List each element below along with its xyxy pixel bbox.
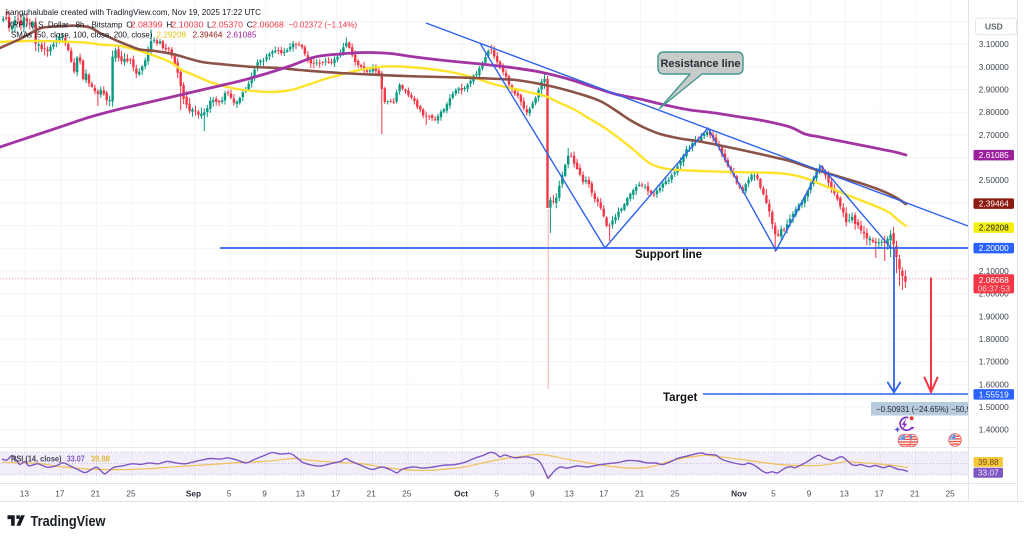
svg-text:2.08399: 2.08399: [131, 20, 163, 30]
svg-text:39.88: 39.88: [91, 453, 110, 463]
svg-text:13: 13: [20, 489, 30, 499]
svg-text:17: 17: [599, 489, 609, 499]
svg-text:17: 17: [55, 489, 65, 499]
svg-text:9: 9: [262, 489, 267, 499]
svg-text:2.10030: 2.10030: [171, 20, 203, 30]
svg-text:1.90000: 1.90000: [979, 311, 1009, 321]
svg-text:5: 5: [227, 489, 232, 499]
svg-text:O: O: [126, 20, 133, 30]
svg-text:USD: USD: [985, 22, 1003, 32]
svg-text:1.55519: 1.55519: [979, 389, 1009, 399]
svg-text:Resistance line: Resistance line: [660, 58, 740, 70]
svg-text:2.29208: 2.29208: [157, 30, 187, 40]
svg-text:1.40000: 1.40000: [979, 425, 1009, 435]
svg-text:9: 9: [530, 489, 535, 499]
svg-text:SMAs (50, close, 100, close, 2: SMAs (50, close, 100, close, 200, close): [11, 30, 153, 40]
svg-text:1.50000: 1.50000: [979, 402, 1009, 412]
svg-text:5: 5: [494, 489, 499, 499]
svg-text:13: 13: [565, 489, 575, 499]
svg-text:2.10000: 2.10000: [979, 266, 1009, 276]
svg-text:C: C: [247, 20, 253, 30]
svg-text:2.80000: 2.80000: [979, 107, 1009, 117]
svg-text:2.70000: 2.70000: [979, 130, 1009, 140]
svg-text:9: 9: [807, 489, 812, 499]
svg-text:2.00000: 2.00000: [979, 289, 1009, 299]
svg-text:Target: Target: [663, 392, 697, 404]
svg-text:13: 13: [296, 489, 306, 499]
svg-text:L: L: [207, 20, 212, 30]
svg-text:5: 5: [771, 489, 776, 499]
svg-text:2.06068: 2.06068: [979, 275, 1009, 285]
svg-text:21: 21: [367, 489, 377, 499]
svg-text:3.00000: 3.00000: [979, 62, 1009, 72]
svg-text:1.60000: 1.60000: [979, 379, 1009, 389]
svg-text:25: 25: [126, 489, 136, 499]
svg-text:17: 17: [875, 489, 885, 499]
svg-text:2.90000: 2.90000: [979, 85, 1009, 95]
svg-text:25: 25: [402, 489, 412, 499]
svg-text:17: 17: [331, 489, 341, 499]
svg-text:2.05370: 2.05370: [212, 20, 244, 30]
svg-text:1.80000: 1.80000: [979, 334, 1009, 344]
svg-text:−0.02372 (−1.14%): −0.02372 (−1.14%): [289, 20, 358, 30]
svg-text:2.39464: 2.39464: [979, 199, 1009, 209]
svg-text:2.61085: 2.61085: [979, 150, 1009, 160]
svg-text:33.07: 33.07: [978, 468, 999, 478]
svg-text:TradingView: TradingView: [31, 514, 107, 530]
svg-text:XRP / U.S. Dollar · 8h · Bitst: XRP / U.S. Dollar · 8h · Bitstamp: [7, 20, 122, 30]
svg-text:1.70000: 1.70000: [979, 357, 1009, 367]
svg-text:21: 21: [910, 489, 920, 499]
svg-text:Oct: Oct: [454, 489, 468, 499]
svg-text:2.39464: 2.39464: [193, 30, 223, 40]
svg-text:Support line: Support line: [635, 249, 702, 261]
svg-text:06:37:53: 06:37:53: [978, 284, 1011, 294]
svg-text:Sep: Sep: [186, 489, 201, 499]
svg-text:−0.50931 (−24.65%) −50,9: −0.50931 (−24.65%) −50,9: [876, 404, 971, 414]
svg-text:2.61085: 2.61085: [227, 30, 257, 40]
svg-text:13: 13: [840, 489, 850, 499]
svg-text:2.50000: 2.50000: [979, 175, 1009, 185]
svg-text:21: 21: [91, 489, 101, 499]
svg-text:25: 25: [670, 489, 680, 499]
svg-text:33.07: 33.07: [67, 453, 85, 463]
svg-text:3.10000: 3.10000: [979, 39, 1009, 49]
svg-text:25: 25: [945, 489, 955, 499]
svg-text:2.20000: 2.20000: [979, 243, 1009, 253]
svg-text:Nov: Nov: [731, 489, 747, 499]
svg-text:RSI (14, close): RSI (14, close): [11, 453, 62, 463]
svg-text:21: 21: [635, 489, 645, 499]
svg-text:H: H: [166, 20, 172, 30]
svg-text:2.06068: 2.06068: [252, 20, 284, 30]
svg-text:39.88: 39.88: [978, 457, 999, 467]
svg-text:2.29208: 2.29208: [979, 223, 1009, 233]
svg-text:kanguhalubale created with Tra: kanguhalubale created with TradingView.c…: [6, 8, 261, 17]
